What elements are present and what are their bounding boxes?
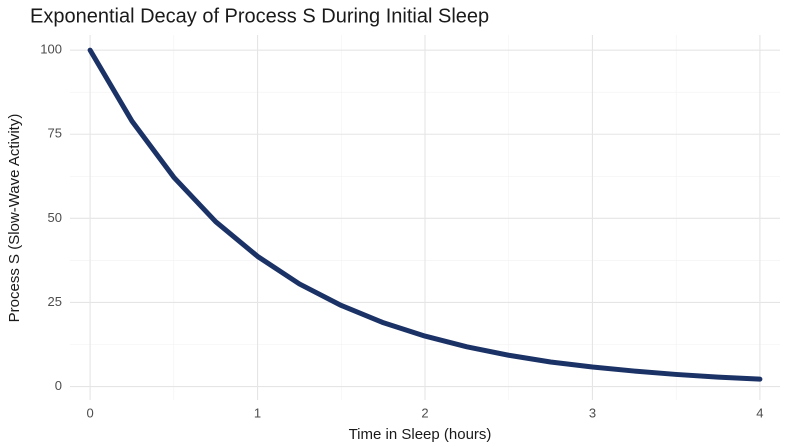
x-tick-label: 2 (421, 405, 428, 420)
x-tick-label: 0 (86, 405, 93, 420)
y-axis-title: Process S (Slow-Wave Activity) (6, 114, 23, 323)
y-tick-label: 0 (55, 378, 62, 393)
y-tick-label: 50 (48, 210, 62, 225)
line-series (87, 47, 763, 382)
x-tick-label: 1 (254, 405, 261, 420)
chart-title: Exponential Decay of Process S During In… (30, 5, 489, 27)
x-tick-label: 3 (589, 405, 596, 420)
y-tick-label: 25 (48, 294, 62, 309)
y-tick-label: 75 (48, 126, 62, 141)
x-axis-title: Time in Sleep (hours) (349, 426, 492, 443)
y-tick-label: 100 (40, 42, 62, 57)
x-tick-label: 4 (756, 405, 763, 420)
